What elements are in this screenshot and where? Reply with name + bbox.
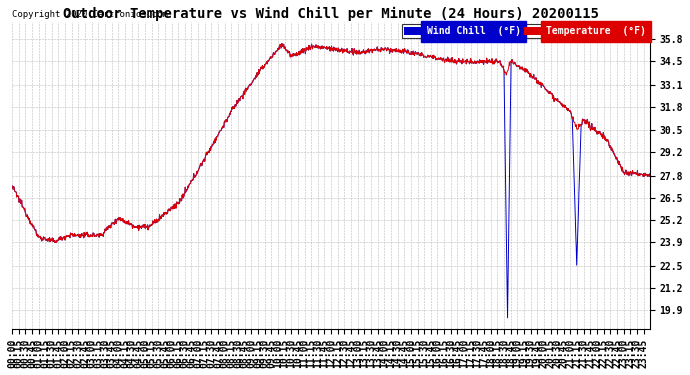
Legend: Wind Chill  (°F), Temperature  (°F): Wind Chill (°F), Temperature (°F) <box>402 24 648 38</box>
Text: Copyright 2020 Cartronics.com: Copyright 2020 Cartronics.com <box>12 10 168 19</box>
Title: Outdoor Temperature vs Wind Chill per Minute (24 Hours) 20200115: Outdoor Temperature vs Wind Chill per Mi… <box>63 7 599 21</box>
